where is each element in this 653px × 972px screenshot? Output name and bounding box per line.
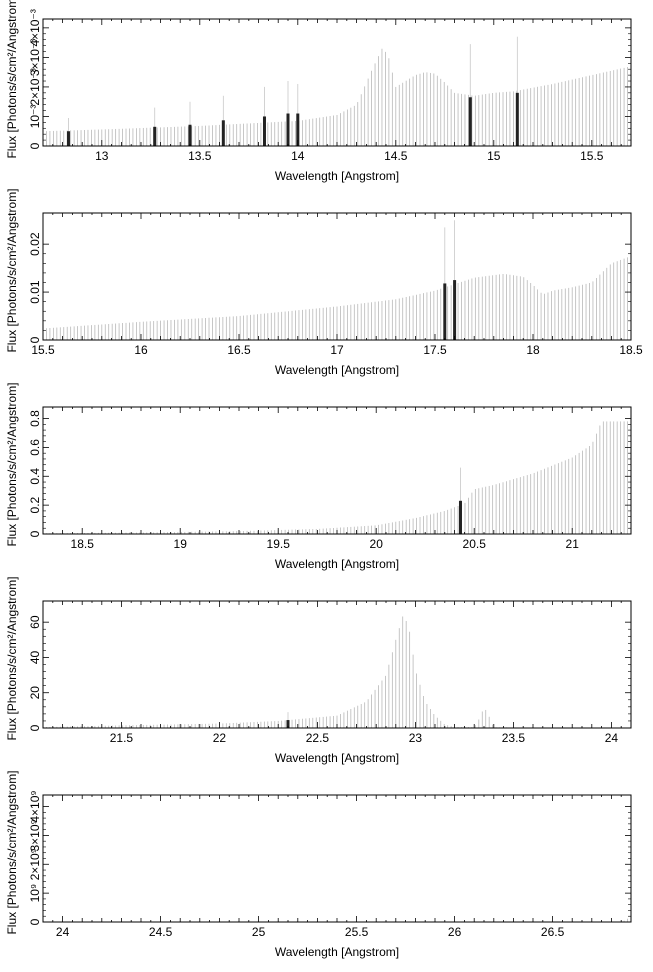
y-tick-label: 0.2	[28, 496, 42, 513]
y-tick-label: 10⁹	[28, 884, 42, 903]
y-tick-label: 60	[28, 615, 42, 629]
x-tick-label: 13.5	[188, 149, 212, 163]
y-tick-label: 0.4	[28, 468, 42, 485]
x-tick-label: 25.5	[345, 925, 369, 939]
x-axis-title: Wavelength [Angstrom]	[275, 945, 399, 959]
x-tick-label: 15	[487, 149, 501, 163]
x-tick-label: 15.5	[31, 343, 55, 357]
plot-frame	[42, 794, 632, 923]
line-bar	[453, 280, 457, 340]
line-bar	[286, 113, 290, 146]
x-tick-label: 24.5	[149, 925, 173, 939]
continuum-bins	[42, 421, 632, 534]
x-tick-label: 13	[95, 149, 109, 163]
x-tick-label: 14	[291, 149, 305, 163]
line-bar	[296, 113, 300, 146]
line-bar	[468, 97, 472, 146]
x-tick-label: 21.5	[110, 731, 134, 745]
y-tick-label: 20	[28, 686, 42, 700]
line-bar	[188, 124, 192, 146]
x-tick-label: 14.5	[384, 149, 408, 163]
x-tick-label: 25	[252, 925, 266, 939]
x-tick-label: 16.5	[227, 343, 251, 357]
y-tick-label: 0	[28, 530, 42, 537]
line-bar	[262, 116, 266, 146]
x-tick-label: 17.5	[423, 343, 447, 357]
chart-panel-2: 15.5 16 16.5 17 17.5 18 18.5 0 0.01 0.02 Wavelengt…	[5, 188, 643, 377]
y-tick-label: 0.6	[28, 439, 42, 456]
continuum-bins	[42, 48, 632, 146]
line-bar	[221, 120, 225, 146]
chart-panel-4: 21.5 22 22.5 23 23.5 24 0 20 40 60 Wavelength [Ang…	[5, 576, 632, 765]
y-tick-label: 4×10⁻³	[28, 9, 42, 46]
y-tick-label: 40	[28, 650, 42, 664]
y-tick-label: 0.8	[28, 410, 42, 427]
y-tick-label: 4×10⁹	[28, 790, 42, 822]
x-tick-label: 23	[409, 731, 423, 745]
continuum-bins	[42, 616, 545, 728]
x-tick-label: 23.5	[502, 731, 526, 745]
plot-frame	[42, 600, 632, 729]
y-tick-label: 0.01	[28, 280, 42, 304]
line-bar	[153, 126, 157, 146]
line-bar	[443, 283, 447, 340]
line-bar	[286, 720, 290, 728]
line-bar	[515, 92, 519, 146]
x-axis-title: Wavelength [Angstrom]	[275, 557, 399, 571]
x-tick-label: 19.5	[267, 537, 291, 551]
chart-panel-1: 13 13.5 14 14.5 15 15.5 0 10⁻³2×10⁻³3×10⁻³4×10⁻…	[5, 0, 632, 183]
plot-frame	[42, 406, 632, 535]
x-tick-label: 18.5	[619, 343, 643, 357]
y-axis-title: Flux [Photons/s/cm²/Angstrom]	[5, 0, 19, 159]
x-tick-label: 24	[56, 925, 70, 939]
x-tick-label: 18.5	[71, 537, 95, 551]
x-tick-label: 26	[448, 925, 462, 939]
x-tick-label: 22.5	[306, 731, 330, 745]
y-tick-label: 3×10⁹	[28, 819, 42, 851]
x-tick-label: 15.5	[580, 149, 604, 163]
x-tick-label: 18	[526, 343, 540, 357]
x-axis-title: Wavelength [Angstrom]	[275, 363, 399, 377]
x-tick-label: 16	[134, 343, 148, 357]
continuum-bins	[42, 256, 632, 340]
y-tick-label: 2×10⁻³	[28, 68, 42, 105]
y-tick-label: 0	[28, 142, 42, 149]
y-tick-label: 10⁻³	[28, 105, 42, 129]
chart-panel-3: 18.5 19 19.5 20 20.5 21 0 0.2 0.4 0.6 0.8 Wavelengt…	[5, 382, 632, 571]
y-axis-title: Flux [Photons/s/cm²/Angstrom]	[5, 576, 19, 740]
x-tick-label: 17	[330, 343, 344, 357]
x-axis-title: Wavelength [Angstrom]	[275, 751, 399, 765]
y-axis-title: Flux [Photons/s/cm²/Angstrom]	[5, 188, 19, 352]
y-axis-title: Flux [Photons/s/cm²/Angstrom]	[5, 382, 19, 546]
y-tick-label: 0	[28, 724, 42, 731]
line-bar	[458, 500, 462, 534]
y-tick-label: 0	[28, 918, 42, 925]
line-bar	[66, 131, 70, 146]
x-tick-label: 20.5	[463, 537, 487, 551]
y-tick-label: 0	[28, 336, 42, 343]
continuum-bins	[623, 916, 632, 922]
x-tick-label: 21	[566, 537, 580, 551]
y-axis-title: Flux [Photons/s/cm²/Angstrom]	[5, 770, 19, 934]
x-tick-label: 19	[174, 537, 188, 551]
x-axis-title: Wavelength [Angstrom]	[275, 169, 399, 183]
x-tick-label: 22	[213, 731, 227, 745]
y-tick-label: 2×10⁹	[28, 848, 42, 880]
x-tick-label: 20	[370, 537, 384, 551]
x-tick-label: 26.5	[541, 925, 565, 939]
x-tick-label: 24	[605, 731, 619, 745]
y-tick-label: 0.02	[28, 232, 42, 256]
y-tick-label: 3×10⁻³	[28, 39, 42, 76]
